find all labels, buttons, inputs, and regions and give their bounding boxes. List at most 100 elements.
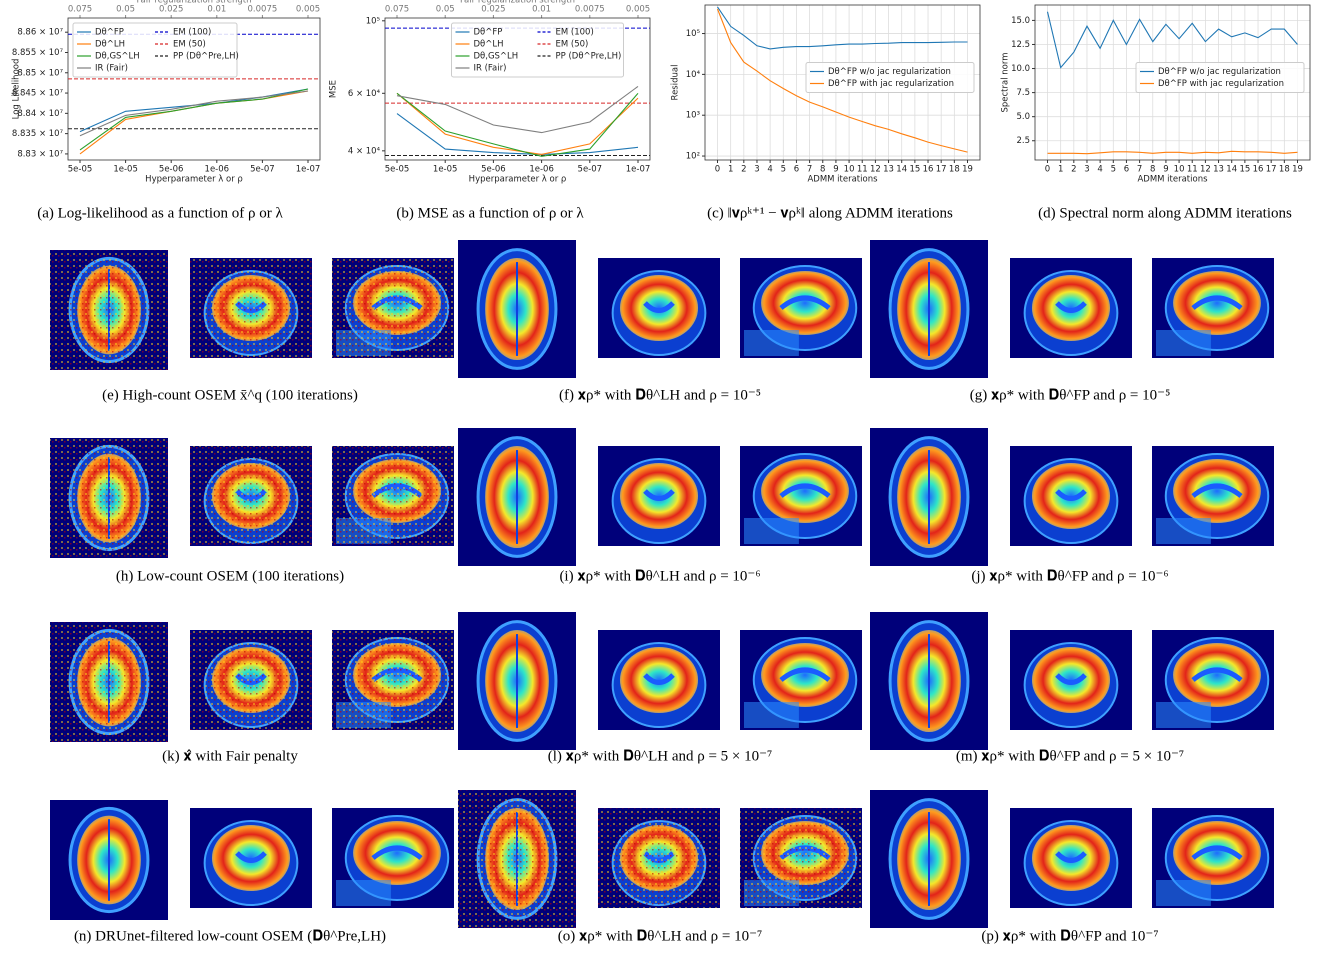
top-tick-label: 0.0075 [575, 5, 605, 15]
caption: (c) ‖𝐯ρᵏ⁺¹ − 𝐯ρᵏ‖ along ADMM iterations [707, 205, 953, 221]
legend-label: EM (100) [173, 28, 211, 38]
brain-tissue [1173, 821, 1261, 885]
caption: (a) Log-likelihood as a function of ρ or… [37, 205, 283, 221]
caption: (e) High-count OSEM x̄^q (100 iterations… [102, 387, 358, 403]
noise [332, 630, 454, 730]
x-tick-label: 8 [820, 165, 825, 175]
brain-callosum [779, 667, 831, 682]
top-tick-label: 0.025 [481, 5, 505, 15]
y-tick-label: 8.84 × 10⁷ [17, 109, 63, 119]
y-axis-label: Log Likelihood [12, 59, 22, 120]
y-tick-label: 8.83 × 10⁷ [17, 149, 63, 159]
noise [332, 258, 454, 358]
series-line [79, 90, 309, 155]
brain-stem [1156, 880, 1211, 906]
x-tick-label: 4 [1097, 165, 1102, 175]
brain-tissue [761, 271, 849, 335]
x-tick-label: 1e-05 [113, 165, 138, 175]
caption: (p) 𝐱ρ* with 𝐃θ^FP and 10⁻⁷ [981, 928, 1158, 944]
x-tick-label: 3 [754, 165, 759, 175]
series-line [396, 85, 639, 134]
legend-label: Dθ^FP with jac regularization [1158, 79, 1284, 89]
brain-stem [744, 702, 799, 728]
y-tick-label: 8.855 × 10⁷ [12, 48, 64, 58]
caption: (g) 𝐱ρ* with 𝐃θ^FP and ρ = 10⁻⁵ [970, 387, 1171, 403]
legend-label: PP (Dθ^Pre,LH) [556, 52, 622, 62]
y-tick-label: 5.0 [1016, 112, 1030, 122]
legend-box [805, 62, 975, 93]
legend-label: Dθ^FP [95, 28, 124, 38]
x-tick-label: 1e-06 [529, 165, 554, 175]
brain-tissue [353, 821, 441, 885]
series-line [717, 6, 968, 50]
x-tick-label: 5e-07 [578, 165, 603, 175]
x-tick-label: 15 [1239, 165, 1250, 175]
y-tick-label: 10² [686, 152, 700, 162]
y-tick-label: 12.5 [1011, 40, 1030, 50]
y-tick-label: 8.86 × 10⁷ [17, 28, 63, 38]
brain-callosum [1191, 295, 1243, 310]
y-tick-label: 8.835 × 10⁷ [12, 129, 64, 139]
noise [740, 808, 862, 908]
series-line [79, 90, 309, 137]
top-tick-label: 0.005 [626, 5, 650, 15]
series-line [1047, 150, 1298, 155]
brain-ventricle [643, 673, 675, 685]
x-tick-label: 17 [1266, 165, 1277, 175]
noise [50, 622, 168, 742]
x-axis-label: Hyperparameter λ or ρ [145, 175, 243, 185]
brain-ventricle [1055, 489, 1087, 501]
x-tick-label: 5e-06 [481, 165, 506, 175]
legend-box [451, 22, 624, 78]
brain-ventricle [1055, 301, 1087, 313]
series-line [1046, 11, 1298, 69]
legend-label: Dθ^LH [95, 40, 125, 50]
y-axis-label: Spectral norm [1001, 52, 1011, 112]
x-tick-label: 12 [870, 165, 881, 175]
plot-frame [704, 4, 981, 161]
noise [50, 250, 168, 370]
x-tick-label: 7 [807, 165, 812, 175]
x-tick-label: 10 [1174, 165, 1185, 175]
brain-ventricle [235, 851, 267, 863]
legend-label: Dθ^FP w/o jac regularization [828, 67, 951, 77]
y-tick-label: 15.0 [1011, 16, 1030, 26]
brain-tissue [761, 459, 849, 523]
legend-label: PP (Dθ^Pre,LH) [173, 52, 239, 62]
caption: (f) 𝐱ρ* with 𝐃θ^LH and ρ = 10⁻⁵ [559, 387, 761, 403]
legend-label: EM (50) [173, 40, 206, 50]
plot-frame [384, 17, 651, 161]
brain-ventricle [643, 301, 675, 313]
brain-callosum [371, 845, 423, 860]
x-tick-label: 0 [715, 165, 720, 175]
x-tick-label: 3 [1084, 165, 1089, 175]
top-tick-label: 0.01 [532, 5, 551, 15]
x-tick-label: 16 [1253, 165, 1264, 175]
caption: (l) 𝐱ρ* with 𝐃θ^LH and ρ = 5 × 10⁻⁷ [548, 748, 773, 764]
legend-label: Dθ,GS^LH [95, 52, 140, 62]
series-line [396, 92, 639, 155]
x-tick-label: 2 [741, 165, 746, 175]
brain-stem [744, 330, 799, 356]
x-tick-label: 12 [1200, 165, 1211, 175]
x-tick-label: 5 [781, 165, 786, 175]
y-tick-label: 8.845 × 10⁷ [12, 89, 64, 99]
brain-callosum [1191, 845, 1243, 860]
series-line [79, 88, 309, 151]
y-tick-label: 6 × 10⁴ [348, 89, 381, 99]
y-tick-label: 7.5 [1016, 88, 1030, 98]
x-tick-label: 1e-07 [626, 165, 651, 175]
x-tick-label: 8 [1150, 165, 1155, 175]
noise [190, 446, 312, 546]
x-tick-label: 9 [1163, 165, 1168, 175]
top-tick-label: 0.005 [296, 5, 320, 15]
top-tick-label: 0.075 [68, 5, 92, 15]
noise [332, 446, 454, 546]
x-tick-label: 7 [1137, 165, 1142, 175]
x-tick-label: 1e-07 [296, 165, 321, 175]
x-tick-label: 18 [949, 165, 960, 175]
brain-tissue [1173, 271, 1261, 335]
